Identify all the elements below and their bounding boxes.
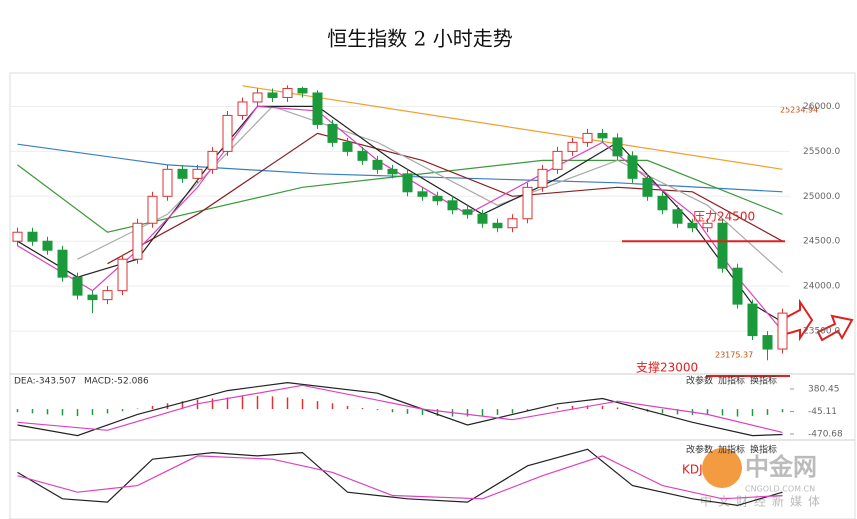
candle-body — [372, 159, 383, 170]
candle-body — [477, 213, 488, 224]
watermark-name: 中金网 — [745, 453, 817, 481]
moving-average — [17, 159, 783, 233]
button[interactable]: 加指标 — [718, 375, 745, 387]
candle-body — [192, 168, 203, 179]
candle-body — [252, 92, 263, 103]
candle-body — [147, 195, 158, 224]
low-label: 23175.37 — [715, 351, 753, 360]
resistance-label: 压力24500 — [693, 210, 755, 224]
candle-body — [642, 177, 653, 197]
candle-body — [357, 150, 368, 161]
button[interactable]: 加指标 — [718, 444, 745, 456]
y-tick-label: 380.45 — [808, 384, 840, 394]
arrow — [816, 314, 854, 342]
candle-body — [462, 209, 473, 215]
candle-body — [222, 114, 233, 152]
candle-body — [207, 150, 218, 170]
candle-body — [177, 168, 188, 179]
candle-body — [687, 222, 698, 229]
candle-body — [777, 312, 788, 350]
button[interactable]: 换指标 — [750, 375, 777, 387]
arrow — [783, 298, 814, 342]
chart-frame — [9, 72, 856, 519]
button[interactable]: 改参数 — [686, 444, 713, 456]
candle-body — [327, 123, 338, 143]
candle-body — [297, 87, 308, 94]
d-line — [17, 455, 783, 500]
y-tick-label: 26000.0 — [803, 102, 840, 112]
candle-body — [87, 294, 98, 301]
candle-body — [57, 249, 68, 278]
candle-body — [627, 155, 638, 179]
moving-average — [77, 105, 783, 274]
candle-body — [117, 258, 128, 292]
candle-body — [312, 92, 323, 125]
candle-body — [42, 240, 53, 251]
candle-body — [282, 87, 293, 98]
button[interactable]: 改参数 — [686, 375, 713, 387]
candle-body — [237, 101, 248, 116]
watermark-logo — [702, 448, 742, 488]
high-label: 25234.94 — [780, 106, 818, 115]
y-tick-label: 25000.0 — [803, 192, 840, 202]
candle-body — [432, 195, 443, 202]
dea-label: DEA:-343.507 — [14, 377, 76, 387]
candle-body — [507, 218, 518, 229]
moving-average — [17, 105, 783, 323]
candle-body — [702, 222, 713, 229]
candle-body — [387, 168, 398, 175]
kdj-label: KDJ — [682, 463, 703, 477]
candle-body — [732, 267, 743, 305]
button[interactable]: 换指标 — [750, 444, 777, 456]
y-tick-label: 24500.0 — [803, 237, 840, 247]
candle-body — [342, 141, 353, 152]
candle-body — [12, 231, 23, 242]
moving-average — [17, 105, 783, 332]
candle-body — [72, 276, 83, 296]
candle-body — [597, 132, 608, 139]
watermark-domain: CNGOLD.COM.CN — [745, 485, 815, 494]
candle-body — [612, 137, 623, 157]
candle-body — [747, 303, 758, 337]
candle-body — [162, 168, 173, 197]
y-tick-label: 23500.0 — [803, 327, 840, 337]
candle-body — [267, 92, 278, 98]
dea-line — [17, 384, 783, 433]
candle-body — [762, 335, 773, 350]
y-tick-label: 24000.0 — [803, 282, 840, 292]
support-label: 支撑23000 — [636, 360, 698, 375]
moving-average — [242, 85, 783, 170]
candle-body — [132, 222, 143, 260]
macd-label: MACD:-52.086 — [84, 377, 149, 387]
k-line — [17, 448, 783, 507]
candle-body — [672, 209, 683, 224]
candle-body — [552, 150, 563, 170]
candle-body — [492, 222, 503, 229]
chart-title: 恒生指数 2 小时走势 — [327, 27, 512, 51]
y-tick-label: -45.11 — [808, 407, 837, 417]
candle-body — [402, 173, 413, 193]
y-tick-label: -470.68 — [808, 430, 843, 440]
watermark-slogan: 中文财经新媒体 — [700, 494, 826, 509]
candle-body — [102, 290, 113, 301]
candle-body — [27, 231, 38, 242]
candle-body — [447, 200, 458, 211]
candle-body — [417, 191, 428, 197]
candle-body — [717, 222, 728, 269]
candle-body — [567, 141, 578, 152]
y-tick-label: 25500.0 — [803, 147, 840, 157]
candle-body — [537, 168, 548, 188]
candle-body — [522, 186, 533, 220]
candle-body — [657, 195, 668, 211]
candle-body — [582, 132, 593, 143]
